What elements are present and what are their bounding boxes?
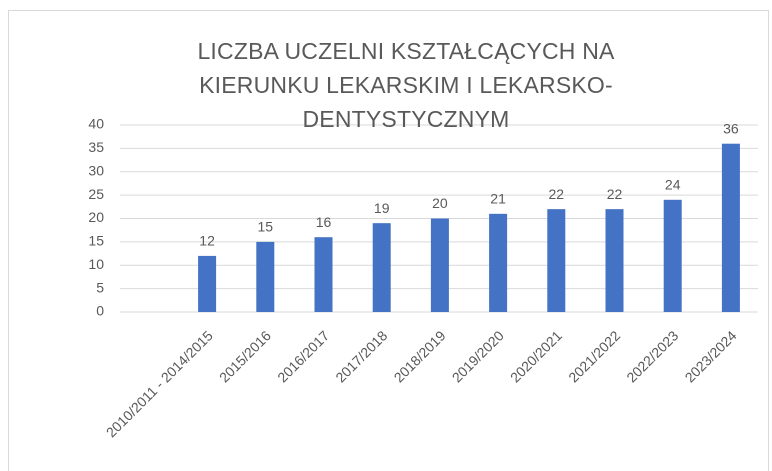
chart-title: LICZBA UCZELNI KSZTAŁCĄCYCH NA KIERUNKU … (197, 38, 615, 132)
bar (372, 223, 391, 312)
x-tick-label: 2010/2011 - 2014/2015 (103, 327, 216, 440)
y-tick-label: 15 (88, 233, 104, 249)
y-tick-label: 0 (96, 303, 104, 319)
y-tick-label: 25 (88, 186, 104, 202)
value-label: 36 (723, 120, 739, 136)
bar (256, 241, 275, 312)
chart-border (8, 10, 769, 471)
bar (430, 218, 449, 312)
bar (663, 199, 682, 312)
value-label: 21 (490, 191, 506, 207)
y-tick-label: 40 (88, 116, 104, 132)
x-tick-label: 2023/2024 (682, 327, 740, 385)
x-tick-label: 2018/2019 (391, 327, 449, 385)
y-tick-label: 20 (88, 209, 104, 225)
x-tick-label: 2019/2020 (449, 327, 507, 385)
x-tick-label: 2015/2016 (216, 327, 274, 385)
value-label: 20 (432, 195, 448, 211)
value-label: 16 (316, 214, 332, 230)
bar (489, 213, 508, 312)
x-tick-label: 2021/2022 (565, 327, 623, 385)
y-tick-label: 5 (96, 279, 104, 295)
y-tick-label: 10 (88, 256, 104, 272)
value-label: 22 (549, 186, 565, 202)
value-label: 19 (374, 200, 390, 216)
value-label: 22 (607, 186, 623, 202)
x-tick-label: 2016/2017 (274, 327, 332, 385)
bar (547, 209, 566, 312)
x-tick-label: 2020/2021 (507, 327, 565, 385)
x-tick-label: 2017/2018 (332, 327, 390, 385)
value-label: 24 (665, 177, 681, 193)
x-tick-label: 2022/2023 (623, 327, 681, 385)
bar (605, 209, 624, 312)
y-tick-label: 30 (88, 162, 104, 178)
y-tick-label: 35 (88, 139, 104, 155)
bar (314, 237, 333, 312)
value-label: 15 (258, 219, 274, 235)
bar (198, 255, 217, 312)
bar (721, 143, 740, 312)
value-label: 12 (199, 233, 215, 249)
